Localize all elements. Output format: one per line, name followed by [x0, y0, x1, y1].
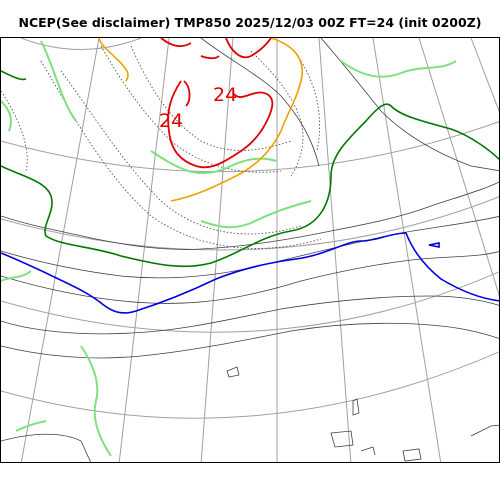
coast-line	[402, 448, 422, 462]
meridian-line	[318, 38, 352, 462]
coast-line	[1, 295, 499, 335]
light-green-contour	[340, 60, 457, 78]
light-green-contour	[1, 270, 32, 282]
meridian-line	[372, 38, 442, 462]
meridian-line	[418, 38, 499, 297]
coast-line	[1, 322, 499, 359]
orange-contour	[170, 38, 303, 202]
page-title: NCEP(See disclaimer) TMP850 2025/12/03 0…	[18, 15, 482, 30]
isotherm-label: 24	[159, 110, 183, 132]
dark-green-contour	[1, 103, 499, 268]
dotted-isotherm	[300, 60, 320, 152]
map-panel: 24 24	[0, 37, 500, 463]
map-canvas: 24 24	[1, 38, 499, 462]
dark-green-contours	[1, 70, 499, 268]
parallel-line	[20, 38, 142, 50]
light-green-contour	[80, 345, 112, 457]
graticule	[1, 38, 499, 462]
light-green-contour	[15, 420, 47, 432]
parallel-line	[1, 121, 499, 173]
meridian-line	[470, 38, 499, 113]
red-contour	[183, 80, 191, 107]
dotted-isotherm	[100, 45, 282, 173]
red-contour	[200, 55, 220, 60]
coast-line	[470, 424, 499, 437]
meridian-line	[118, 38, 170, 462]
meridian-line	[200, 38, 234, 462]
dotted-isotherm	[40, 60, 322, 249]
coast-line	[226, 366, 240, 378]
red-contour	[225, 38, 272, 59]
parallel-line	[1, 271, 499, 333]
coastlines	[1, 38, 499, 462]
meridian-line	[20, 38, 100, 462]
coast-line	[1, 251, 499, 304]
red-contour	[167, 80, 274, 169]
coast-line	[1, 216, 499, 279]
red-contours	[160, 38, 274, 169]
coast-line	[330, 430, 354, 448]
dotted-isotherm	[130, 45, 292, 151]
light-green-contour	[40, 40, 77, 122]
blue-contour	[1, 232, 499, 314]
coast-line	[360, 446, 376, 456]
blue-contour	[428, 242, 440, 248]
dark-green-contour	[1, 70, 27, 81]
dotted-isotherm	[1, 90, 28, 172]
red-contour	[160, 38, 192, 48]
parallel-line	[1, 196, 499, 251]
blue-isotherm	[1, 232, 499, 314]
light-green-contour	[200, 200, 312, 229]
coast-line	[352, 398, 360, 416]
isotherm-label: 24	[213, 84, 237, 106]
coast-line	[320, 38, 499, 172]
coast-line	[1, 181, 499, 250]
coast-line	[200, 38, 320, 167]
coast-line	[1, 433, 91, 462]
orange-contour	[98, 38, 129, 82]
light-green-contour	[1, 100, 12, 132]
dotted-isotherm	[60, 70, 302, 235]
orange-contour	[98, 38, 303, 202]
parallel-line	[1, 351, 499, 419]
